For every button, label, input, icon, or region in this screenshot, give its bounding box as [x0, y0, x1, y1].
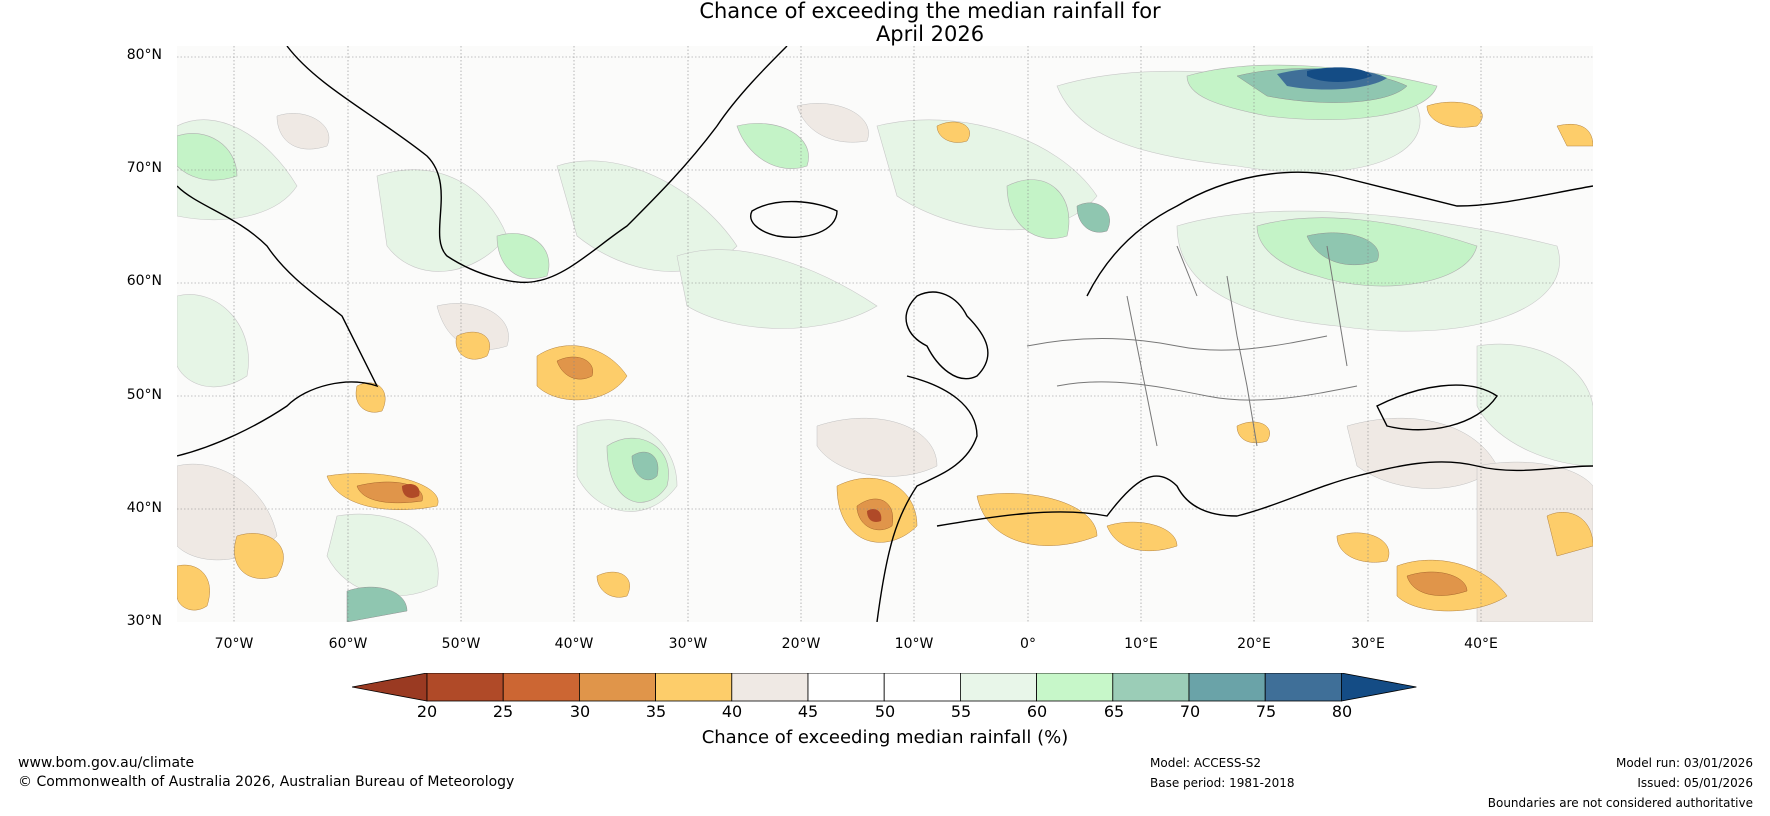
colorbar-tick-40: 40 — [721, 702, 743, 721]
colorbar-label: Chance of exceeding median rainfall (%) — [701, 727, 1069, 748]
mediterranean-coast — [936, 461, 1593, 527]
colorbar-tick-65: 65 — [1103, 702, 1125, 721]
colorbar-bin-60 — [1036, 673, 1114, 702]
issued-text: Issued: 05/01/2026 — [1637, 776, 1753, 790]
colorbar-tick-60: 60 — [1026, 702, 1048, 721]
lat-label-60n: 60°N — [126, 273, 162, 289]
model-run-text: Model run: 03/01/2026 — [1615, 756, 1753, 770]
lat-label-30n: 30°N — [126, 613, 162, 629]
lon-label-0: 0° — [1020, 636, 1036, 652]
colorbar-tick-25: 25 — [492, 702, 514, 721]
colorbar — [352, 673, 1417, 702]
colorbar-bin-65 — [1112, 673, 1190, 702]
colorbar-tick-35: 35 — [645, 702, 667, 721]
lon-label-30w: 30°W — [668, 636, 708, 652]
colorbar-tick-80: 80 — [1331, 702, 1353, 721]
lat-label-70n: 70°N — [126, 160, 162, 176]
north-america-coast — [177, 185, 379, 457]
colorbar-tick-50: 50 — [874, 702, 896, 721]
lon-label-40w: 40°W — [554, 636, 594, 652]
colorbar-bin-45 — [807, 673, 885, 702]
base-period-text: Base period: 1981-2018 — [1150, 776, 1295, 790]
lat-label-50n: 50°N — [126, 387, 162, 403]
title-line-1: Chance of exceeding the median rainfall … — [699, 0, 1161, 23]
colorbar-tick-20: 20 — [416, 702, 438, 721]
colorbar-bin-50 — [883, 673, 961, 702]
colorbar-bin-35 — [655, 673, 733, 702]
colorbar-tick-30: 30 — [569, 702, 591, 721]
colorbar-bin-30 — [578, 673, 656, 702]
map-svg — [177, 46, 1593, 622]
colorbar-bin-20 — [426, 673, 504, 702]
lon-label-30e: 30°E — [1351, 636, 1385, 652]
colorbar-tick-70: 70 — [1179, 702, 1201, 721]
colorbar-over-arrow — [1341, 673, 1417, 702]
lat-label-40n: 40°N — [126, 500, 162, 516]
colorbar-tick-45: 45 — [797, 702, 819, 721]
colorbar-tick-55: 55 — [950, 702, 972, 721]
europe-coast — [876, 375, 978, 622]
website-text: www.bom.gov.au/climate — [18, 755, 195, 771]
colorbar-bin-70 — [1188, 673, 1266, 702]
colorbar-tick-75: 75 — [1255, 702, 1277, 721]
copyright-text: © Commonwealth of Australia 2026, Austra… — [18, 774, 515, 790]
lon-label-60w: 60°W — [328, 636, 368, 652]
lon-label-10e: 10°E — [1124, 636, 1158, 652]
disclaimer-text: Boundaries are not considered authoritat… — [1487, 796, 1753, 810]
lon-label-10w: 10°W — [894, 636, 934, 652]
forecast-map — [177, 46, 1593, 622]
map-gridlines — [177, 46, 1593, 622]
model-text: Model: ACCESS-S2 — [1150, 756, 1262, 770]
colorbar-bin-55 — [960, 673, 1038, 702]
colorbar-bin-40 — [731, 673, 809, 702]
lon-label-40e: 40°E — [1464, 636, 1498, 652]
near-median-grey-areas — [177, 103, 1593, 622]
title-line-2: April 2026 — [875, 22, 985, 46]
colorbar-under-arrow — [352, 673, 428, 702]
uk-coast — [905, 291, 989, 380]
greenland-coast — [286, 46, 788, 283]
lon-label-20w: 20°W — [781, 636, 821, 652]
coastlines — [177, 46, 1593, 622]
black-sea-coast — [1376, 384, 1498, 431]
lon-label-70w: 70°W — [214, 636, 254, 652]
lat-label-80n: 80°N — [126, 47, 162, 63]
below-median-brown-areas — [402, 484, 882, 522]
country-borders — [1026, 245, 1358, 447]
chart-title: Chance of exceeding the median rainfall … — [0, 0, 1770, 46]
above-median-extreme-areas — [1307, 67, 1372, 82]
lon-label-20e: 20°E — [1237, 636, 1271, 652]
lon-label-50w: 50°W — [441, 636, 481, 652]
iceland-coast — [750, 200, 838, 238]
colorbar-bin-25 — [502, 673, 580, 702]
scandinavia-coast — [1086, 171, 1593, 297]
colorbar-bin-75 — [1264, 673, 1342, 702]
